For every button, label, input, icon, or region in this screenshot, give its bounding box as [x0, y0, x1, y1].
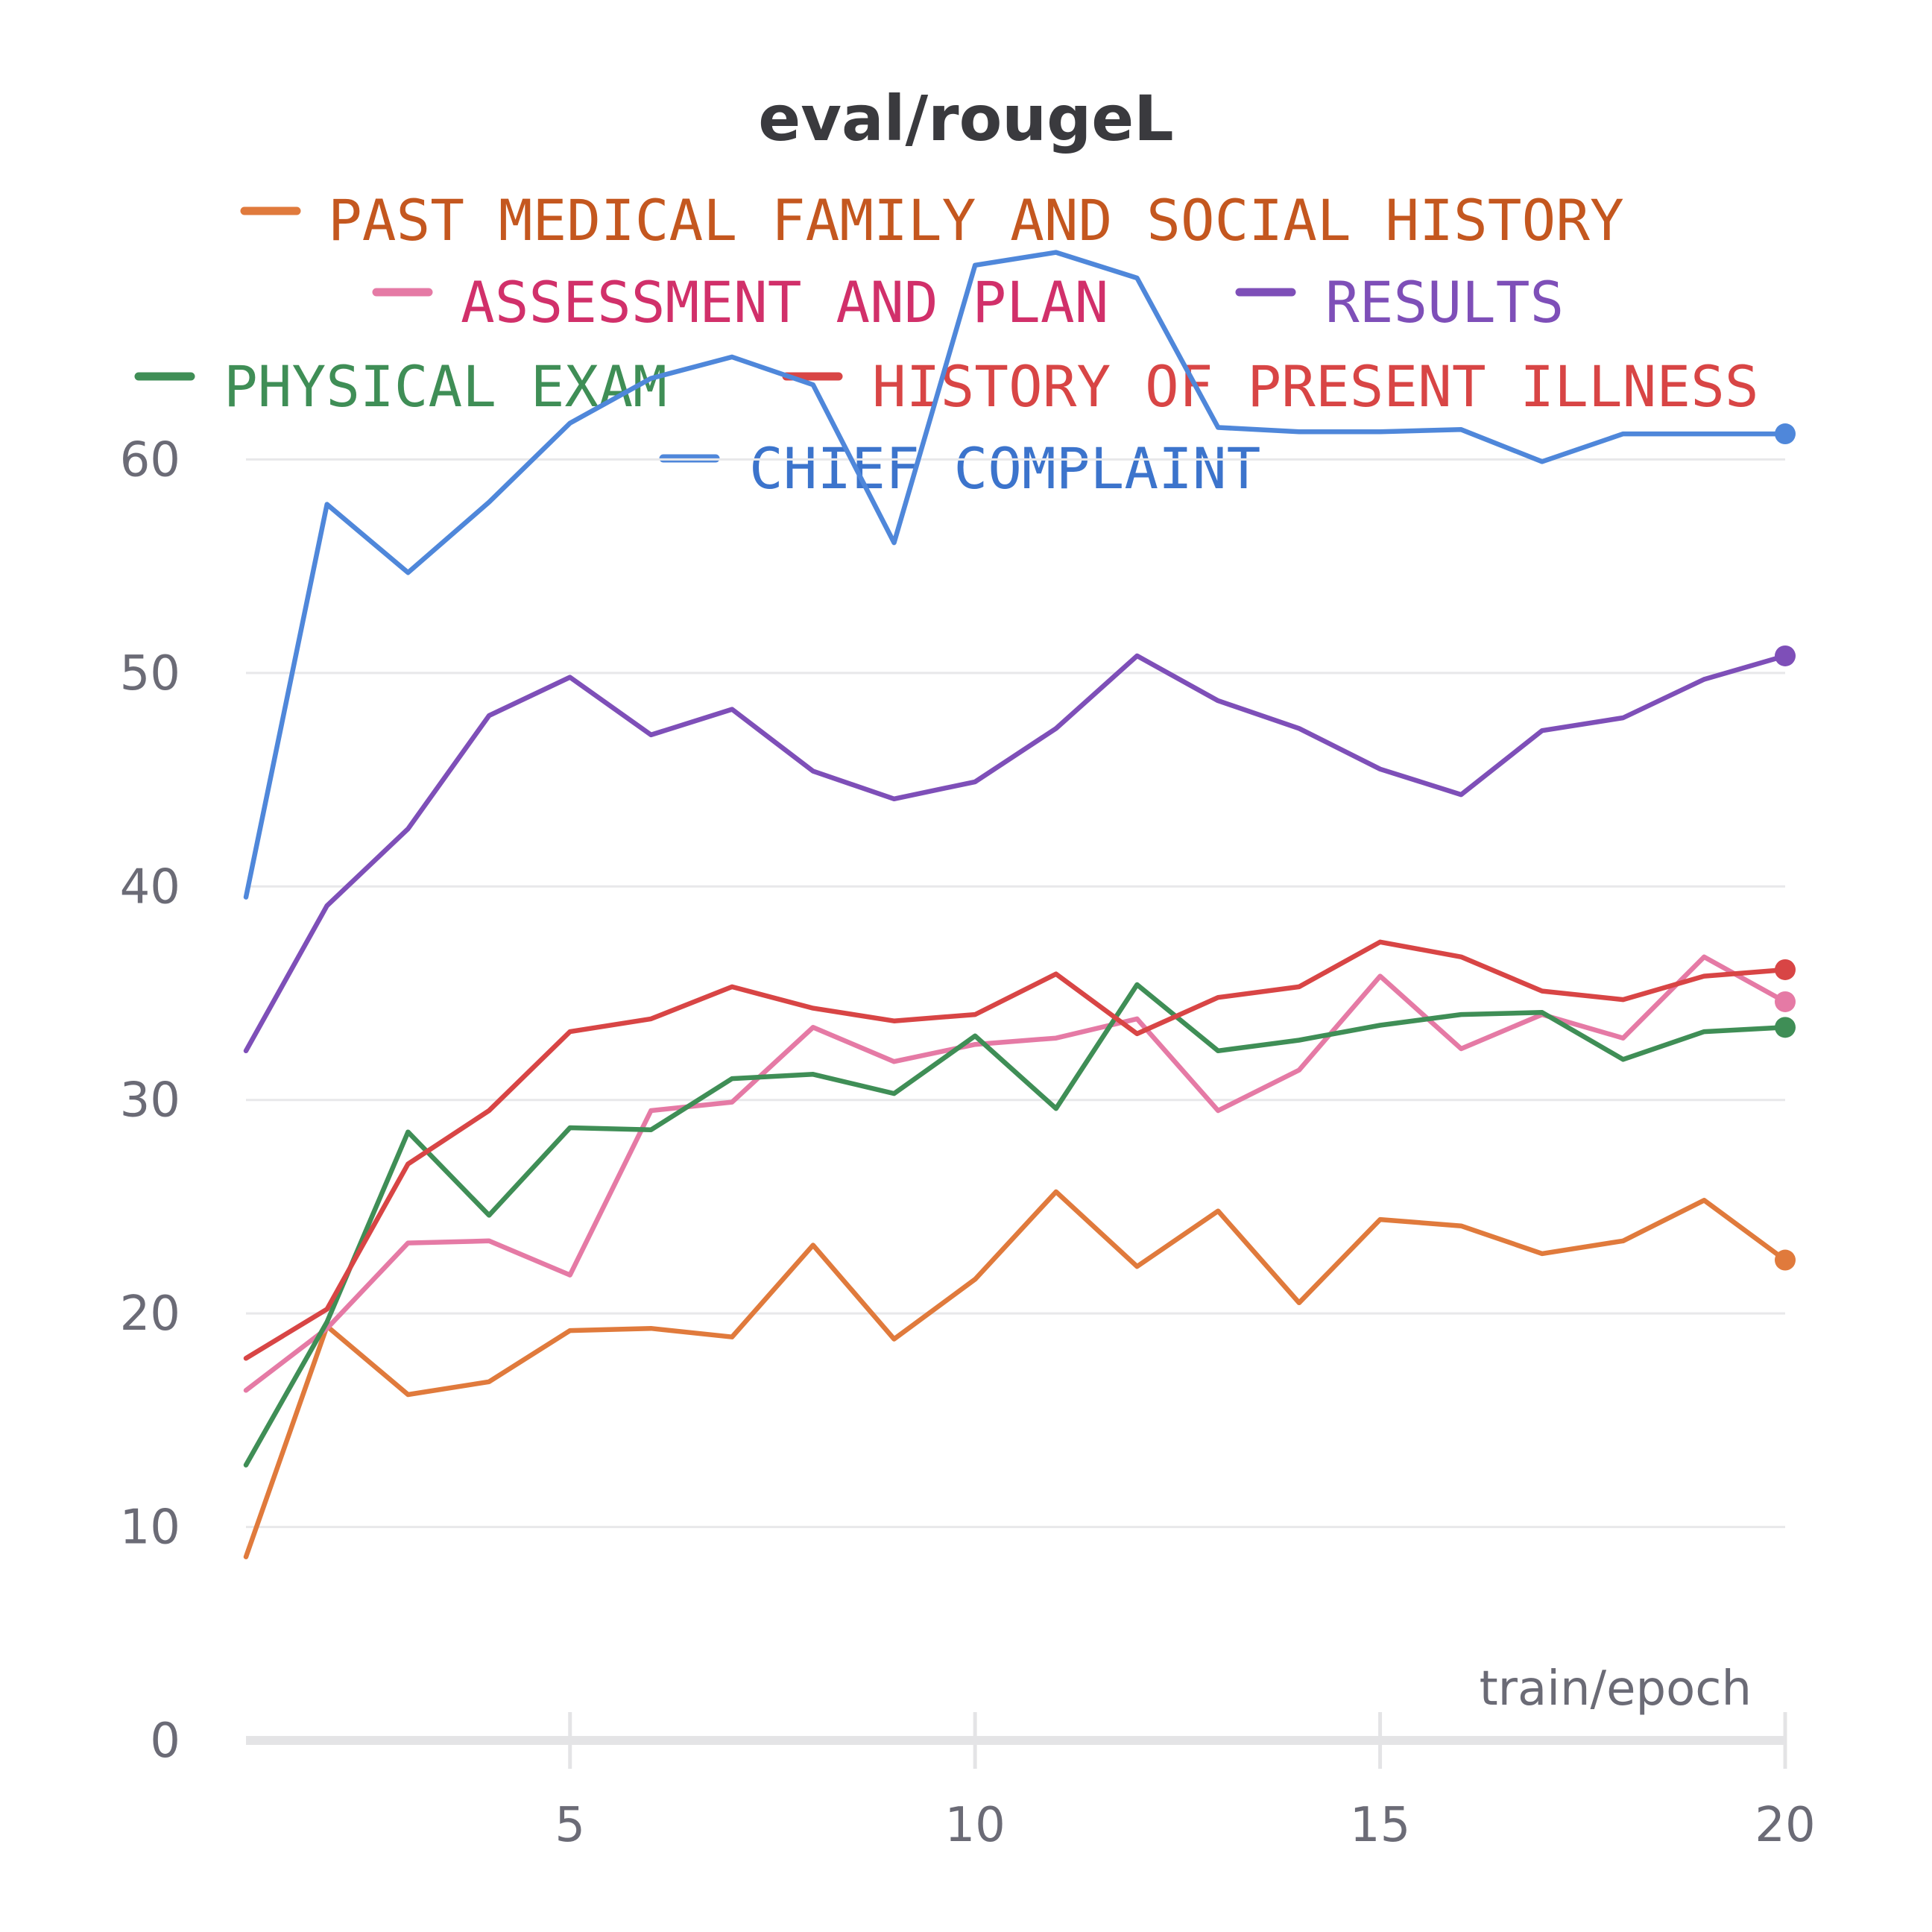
y-tick-label: 40: [120, 859, 180, 915]
legend: PAST MEDICAL FAMILY AND SOCIAL HISTORY A…: [134, 187, 1759, 502]
series-line: [243, 982, 1788, 1468]
legend-item-history-of-present-illness[interactable]: HISTORY OF PRESENT ILLNESS: [782, 353, 1759, 420]
y-tick-label: 50: [120, 646, 180, 701]
series-group: [243, 250, 1796, 1559]
chart-title: eval/rougeL: [758, 82, 1173, 155]
legend-item-results[interactable]: RESULTS: [1235, 269, 1564, 335]
y-tick-label: 20: [120, 1287, 180, 1342]
series-end-point: [1775, 645, 1796, 666]
series-end-point: [1775, 959, 1796, 980]
legend-item-physical-exam[interactable]: PHYSICAL EXAM: [134, 353, 667, 420]
x-tick-label: 20: [1755, 1798, 1815, 1853]
y-tick-label: 60: [120, 432, 180, 487]
legend-item-chief-complaint[interactable]: CHIEF COMPLAINT: [659, 435, 1260, 502]
legend-item-assessment-and-plan[interactable]: ASSESSMENT AND PLAN: [372, 269, 1108, 335]
y-tick-label: 30: [120, 1073, 180, 1128]
legend-item-past-medical[interactable]: PAST MEDICAL FAMILY AND SOCIAL HISTORY: [240, 187, 1624, 253]
legend-label: ASSESSMENT AND PLAN: [461, 269, 1108, 335]
y-tick-label: 0: [150, 1714, 180, 1769]
legend-label: HISTORY OF PRESENT ILLNESS: [872, 353, 1759, 420]
series-line: [243, 954, 1788, 1393]
x-axis-title: train/epoch: [1480, 1661, 1752, 1717]
series-line: [243, 250, 1788, 900]
y-axis: 0 10 20 30 40 50 60: [120, 432, 180, 1769]
series-end-point: [1775, 1017, 1796, 1038]
x-tick-label: 10: [944, 1798, 1005, 1853]
y-tick-label: 10: [120, 1500, 180, 1556]
x-tick-label: 15: [1350, 1798, 1410, 1853]
x-tick-label: 5: [555, 1798, 585, 1853]
legend-label: PHYSICAL EXAM: [224, 353, 667, 420]
legend-label: PAST MEDICAL FAMILY AND SOCIAL HISTORY: [328, 187, 1624, 253]
legend-label: CHIEF COMPLAINT: [749, 435, 1260, 502]
legend-label: RESULTS: [1325, 269, 1564, 335]
series-line: [243, 653, 1788, 1054]
series-end-point: [1775, 423, 1796, 445]
series-end-point: [1775, 1249, 1796, 1271]
series-line: [243, 939, 1788, 1361]
x-axis: 5 10 15 20: [246, 1712, 1816, 1853]
series-line: [243, 1189, 1788, 1559]
series-end-point: [1775, 991, 1796, 1012]
